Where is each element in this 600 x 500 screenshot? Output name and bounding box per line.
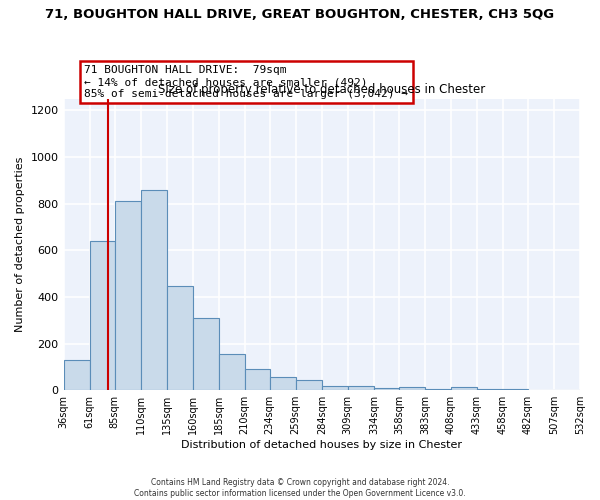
X-axis label: Distribution of detached houses by size in Chester: Distribution of detached houses by size … (181, 440, 462, 450)
Bar (399, 386, 425, 390)
Bar (322, 386, 348, 390)
Bar (64, 360, 89, 390)
Bar (451, 386, 477, 390)
Text: 71 BOUGHTON HALL DRIVE:  79sqm
← 14% of detached houses are smaller (492)
85% of: 71 BOUGHTON HALL DRIVE: 79sqm ← 14% of d… (84, 66, 408, 98)
Y-axis label: Number of detached properties: Number of detached properties (15, 157, 25, 332)
Bar (348, 386, 374, 390)
Bar (140, 190, 167, 390)
Text: 71, BOUGHTON HALL DRIVE, GREAT BOUGHTON, CHESTER, CH3 5QG: 71, BOUGHTON HALL DRIVE, GREAT BOUGHTON,… (46, 8, 554, 20)
Bar (296, 380, 322, 390)
Bar (425, 389, 451, 390)
Bar (374, 388, 399, 390)
Bar (218, 354, 245, 390)
Bar (477, 389, 503, 390)
Bar (503, 389, 528, 390)
Bar (245, 369, 270, 390)
Bar (193, 318, 218, 390)
Bar (115, 202, 140, 390)
Bar (89, 241, 115, 390)
Bar (167, 286, 193, 390)
Bar (270, 378, 296, 390)
Title: Size of property relative to detached houses in Chester: Size of property relative to detached ho… (158, 83, 485, 96)
Text: Contains HM Land Registry data © Crown copyright and database right 2024.
Contai: Contains HM Land Registry data © Crown c… (134, 478, 466, 498)
